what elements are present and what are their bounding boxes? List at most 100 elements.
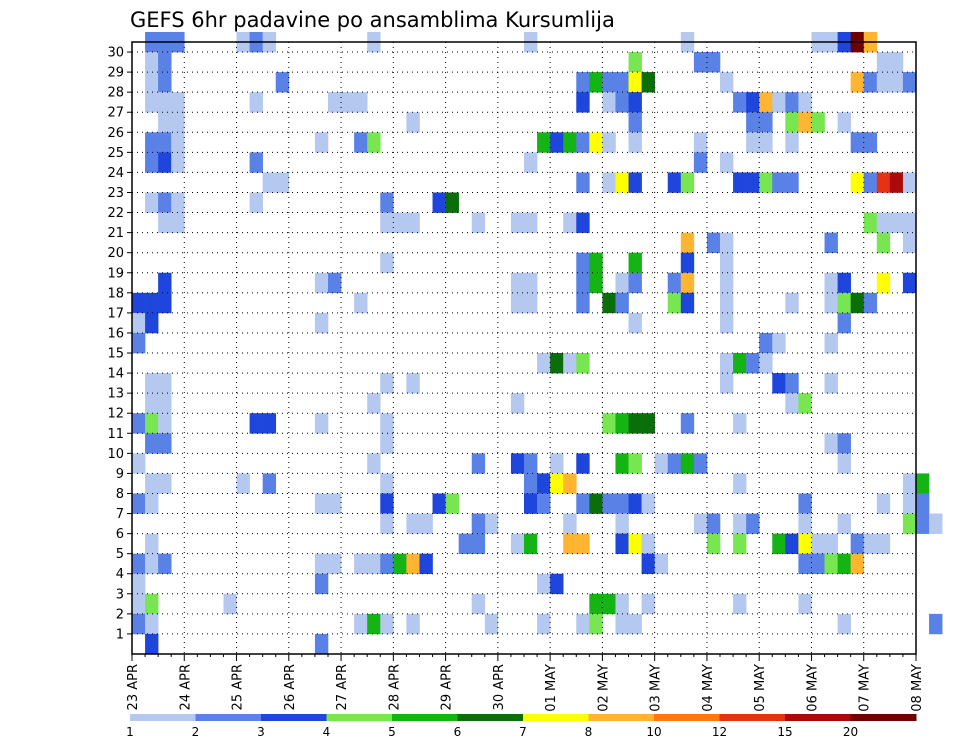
heatmap-cell xyxy=(785,533,799,554)
heatmap-cell xyxy=(811,112,825,133)
heatmap-cell xyxy=(798,553,812,575)
heatmap-cell xyxy=(733,353,747,374)
colorbar-swatch xyxy=(195,714,262,721)
heatmap-cell xyxy=(380,513,394,534)
heatmap-cell xyxy=(863,172,878,193)
heatmap-cell xyxy=(667,272,682,294)
heatmap-cell xyxy=(314,272,329,294)
y-tick-label: 16 xyxy=(107,326,124,341)
heatmap-cell xyxy=(524,493,538,514)
heatmap-cell xyxy=(576,252,590,274)
heatmap-cell xyxy=(145,473,159,494)
heatmap-cell xyxy=(759,132,773,153)
heatmap-cell xyxy=(158,272,172,294)
colorbar-label: 12 xyxy=(712,725,727,739)
heatmap-cell xyxy=(902,232,917,253)
x-tick-label: 05 MAY xyxy=(753,664,768,712)
heatmap-cell xyxy=(380,212,394,233)
heatmap-cell xyxy=(916,493,930,514)
heatmap-cell xyxy=(628,112,642,133)
y-tick-label: 1 xyxy=(116,627,124,642)
heatmap-cell xyxy=(158,192,172,213)
heatmap-cell xyxy=(615,92,629,113)
heatmap-cell xyxy=(798,493,812,514)
chart-title: GEFS 6hr padavine po ansamblima Kursumli… xyxy=(130,8,615,32)
y-tick-label: 17 xyxy=(107,306,124,321)
heatmap-cell xyxy=(145,553,159,575)
y-tick-label: 26 xyxy=(107,126,124,141)
y-tick-label: 6 xyxy=(116,527,124,542)
colorbar-swatch xyxy=(130,714,196,721)
heatmap-cell xyxy=(145,292,159,314)
heatmap-cell xyxy=(850,533,865,554)
x-axis: 23 APR 24 APR 25 APR 26 APR 27 APR 28 APR 29 A… xyxy=(126,654,925,712)
heatmap-cell xyxy=(733,593,747,615)
heatmap-cell xyxy=(641,593,655,615)
heatmap-cell xyxy=(510,292,525,314)
heatmap-cell xyxy=(145,312,159,334)
heatmap-cell xyxy=(262,172,277,193)
y-tick-label: 4 xyxy=(116,567,124,582)
y-tick-label: 5 xyxy=(116,547,124,562)
heatmap-cell xyxy=(693,513,708,534)
heatmap-cell xyxy=(471,212,486,233)
y-tick-label: 9 xyxy=(116,467,124,482)
heatmap-cell xyxy=(563,132,577,153)
heatmap-cell xyxy=(641,72,655,93)
x-tick-label: 27 APR xyxy=(335,664,350,710)
colorbar-swatch xyxy=(261,714,327,721)
heatmap-cell xyxy=(785,112,799,133)
heatmap-cell xyxy=(733,413,747,434)
heatmap-cell xyxy=(563,353,577,374)
heatmap-cell xyxy=(785,292,799,314)
heatmap-cell xyxy=(406,212,420,233)
x-tick-label: 24 APR xyxy=(178,664,193,710)
heatmap-cell xyxy=(628,493,642,514)
colorbar-swatch xyxy=(457,714,524,721)
heatmap-cell xyxy=(602,493,616,514)
heatmap-cell xyxy=(537,132,551,153)
heatmap-cell xyxy=(380,373,394,394)
heatmap-cell xyxy=(576,132,590,153)
heatmap-cell xyxy=(798,593,812,615)
heatmap-cell xyxy=(706,52,721,73)
heatmap-cell xyxy=(158,393,172,414)
heatmap-cell xyxy=(589,252,603,274)
heatmap-cell xyxy=(720,232,734,253)
heatmap-cell xyxy=(759,112,773,133)
heatmap-cell xyxy=(576,92,590,113)
heatmap-cell xyxy=(171,152,185,173)
heatmap-cell xyxy=(628,132,642,153)
colorbar-label: 4 xyxy=(323,725,331,739)
heatmap-cell xyxy=(367,393,381,414)
grid-lines xyxy=(132,42,916,654)
heatmap-cell xyxy=(720,312,734,334)
heatmap-cell xyxy=(380,192,394,213)
heatmap-cell xyxy=(772,92,786,113)
colorbar-swatch xyxy=(392,714,458,721)
heatmap-cell xyxy=(693,453,708,474)
y-tick-label: 3 xyxy=(116,587,124,602)
heatmap-cell xyxy=(693,52,708,73)
heatmap-cell xyxy=(602,413,616,434)
heatmap-cell xyxy=(785,132,799,153)
heatmap-cell xyxy=(145,493,159,514)
heatmap-cell xyxy=(158,152,172,173)
heatmap-cell xyxy=(145,92,159,113)
heatmap-cell xyxy=(811,533,825,554)
heatmap-cell xyxy=(393,212,407,233)
heatmap-cell xyxy=(733,172,747,193)
heatmap-cell xyxy=(563,533,577,554)
heatmap-cell xyxy=(249,413,263,434)
heatmap-cell xyxy=(510,212,525,233)
heatmap-cell xyxy=(850,292,865,314)
heatmap-cell xyxy=(772,332,786,354)
heatmap-cell xyxy=(354,92,368,113)
heatmap-cell xyxy=(628,172,642,193)
colorbar-label: 20 xyxy=(843,725,858,739)
heatmap-cell xyxy=(706,513,721,534)
heatmap-cell xyxy=(876,232,891,253)
heatmap-cell xyxy=(824,533,838,554)
heatmap-cell xyxy=(132,553,146,575)
heatmap-cell xyxy=(654,453,669,474)
